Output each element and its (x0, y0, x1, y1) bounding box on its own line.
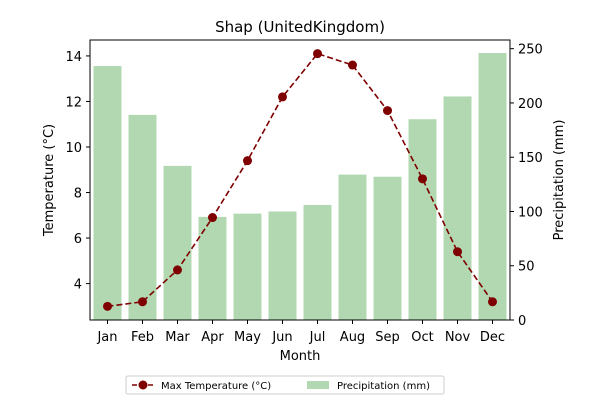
x-tick-label-sep: Sep (375, 330, 400, 345)
chart-title: Shap (UnitedKingdom) (215, 18, 385, 36)
plot-frame (89, 39, 511, 321)
y-right-tick-label-200: 200 (518, 97, 543, 112)
y-right-tick-label-250: 250 (518, 43, 543, 58)
precipitation-bar-mar (163, 165, 192, 320)
y-left-tick-label-6: 6 (74, 232, 82, 247)
temperature-point-jan (103, 301, 112, 311)
x-axis: Jan Feb Mar Apr May Jun Jul Aug Sep Oct Nov Dec (96, 320, 505, 345)
legend-line-marker (138, 380, 148, 390)
y-axis-right: 0 50 100 150 200 250 (510, 43, 543, 329)
y-left-tick-label-10: 10 (65, 141, 82, 156)
legend-frame (125, 375, 445, 395)
y-right-tick-label-0: 0 (518, 314, 526, 329)
x-tick-label-jun: Jun (271, 330, 292, 345)
temperature-point-nov (453, 247, 462, 257)
temperature-line (107, 52, 494, 308)
y-axis-left-label: Temperature (°C) (42, 124, 57, 237)
x-tick-label-oct: Oct (411, 330, 433, 345)
y-axis-right-label: Precipitation (mm) (552, 120, 567, 241)
y-left-tick-label-8: 8 (74, 187, 82, 202)
temperature-line-layer (103, 49, 497, 311)
temperature-point-oct (418, 174, 427, 184)
precipitation-bar-aug (338, 174, 367, 320)
precipitation-bar-sep (373, 176, 402, 320)
x-tick-label-may: May (234, 330, 261, 345)
y-left-tick-label-14: 14 (65, 50, 82, 65)
x-tick-label-feb: Feb (131, 330, 154, 345)
temperature-point-apr (208, 213, 217, 223)
y-axis-left: 4 6 8 10 12 14 (65, 50, 90, 293)
x-tick-label-jan: Jan (96, 330, 117, 345)
temperature-point-jun (278, 92, 287, 102)
precipitation-bar-feb (128, 114, 157, 320)
temperature-point-dec (488, 297, 497, 307)
x-axis-label: Month (280, 349, 321, 364)
x-tick-label-apr: Apr (201, 330, 224, 345)
precipitation-bars (93, 53, 507, 320)
temperature-point-aug (348, 60, 357, 70)
y-right-tick-label-100: 100 (518, 205, 543, 220)
temperature-point-may (243, 156, 252, 166)
precipitation-bar-dec (478, 53, 507, 320)
precipitation-bar-may (233, 213, 262, 320)
x-tick-label-mar: Mar (165, 330, 190, 345)
legend-label-temperature: Max Temperature (°C) (161, 381, 271, 392)
legend: Max Temperature (°C) Precipitation (mm) (125, 375, 445, 395)
x-tick-label-nov: Nov (445, 330, 471, 345)
x-tick-label-jul: Jul (309, 330, 326, 345)
y-left-tick-label-12: 12 (65, 95, 82, 110)
y-left-tick-label-4: 4 (74, 278, 82, 293)
y-right-tick-label-150: 150 (518, 151, 543, 166)
temperature-point-feb (138, 297, 147, 307)
precipitation-bar-oct (408, 119, 437, 320)
legend-bar-swatch (307, 381, 329, 389)
temperature-point-sep (383, 106, 392, 116)
x-tick-label-dec: Dec (480, 330, 505, 345)
precipitation-bar-apr (198, 216, 227, 320)
precipitation-bar-nov (443, 96, 472, 320)
temperature-point-jul (313, 49, 322, 59)
y-right-tick-label-50: 50 (518, 260, 535, 275)
precipitation-bar-jan (93, 66, 122, 320)
precipitation-bar-jun (268, 211, 297, 320)
legend-label-precipitation: Precipitation (mm) (337, 381, 430, 392)
precipitation-bar-jul (303, 204, 332, 320)
x-tick-label-aug: Aug (340, 330, 365, 345)
temperature-point-mar (173, 265, 182, 275)
